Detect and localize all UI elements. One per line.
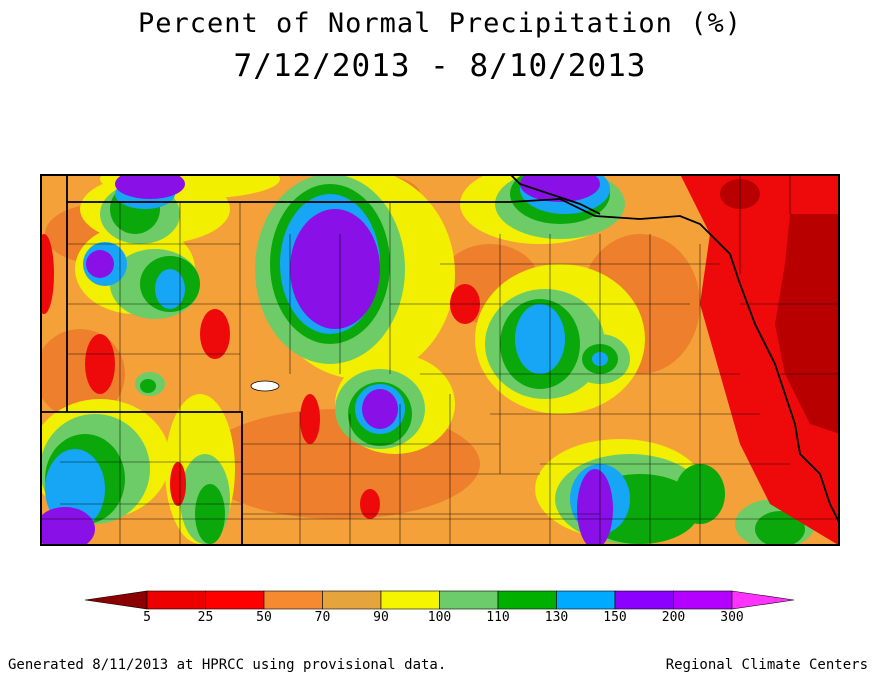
legend-swatch	[673, 590, 733, 610]
purple-zones	[40, 174, 840, 546]
legend-swatch	[614, 590, 674, 610]
source-credit: Regional Climate Centers	[665, 657, 868, 673]
legend-tick-label: 50	[256, 610, 272, 625]
legend-tick-label: 150	[603, 610, 627, 625]
state-borders	[40, 174, 840, 546]
legend-swatch	[205, 590, 265, 610]
legend-swatch	[439, 590, 499, 610]
legend-tick-label: 90	[373, 610, 389, 625]
legend-tick-label: 70	[314, 610, 331, 625]
legend-arrow-high	[731, 590, 795, 610]
map-frame	[40, 174, 840, 546]
legend-swatch	[322, 590, 382, 610]
county-lines	[40, 174, 840, 546]
lake	[250, 380, 280, 392]
legend-tick-label: 110	[486, 610, 510, 625]
legend-tick-label: 100	[427, 610, 452, 625]
map-title: Percent of Normal Precipitation (%)	[138, 8, 742, 39]
legend-tick-label: 5	[143, 610, 151, 625]
legend-swatch	[146, 590, 206, 610]
generated-note: Generated 8/11/2013 at HPRCC using provi…	[8, 657, 447, 673]
legend-swatch	[497, 590, 557, 610]
legend-swatch	[380, 590, 440, 610]
date-range: 7/12/2013 - 8/10/2013	[233, 48, 647, 84]
legend-tick-label: 130	[544, 610, 569, 625]
legend-tick-label: 25	[197, 610, 214, 625]
legend-swatch	[263, 590, 323, 610]
color-legend	[85, 590, 795, 610]
legend-swatch	[556, 590, 616, 610]
legend-arrow-low	[85, 590, 148, 610]
legend-tick-label: 300	[720, 610, 744, 625]
legend-tick-label: 200	[661, 610, 686, 625]
precipitation-map	[40, 174, 840, 546]
